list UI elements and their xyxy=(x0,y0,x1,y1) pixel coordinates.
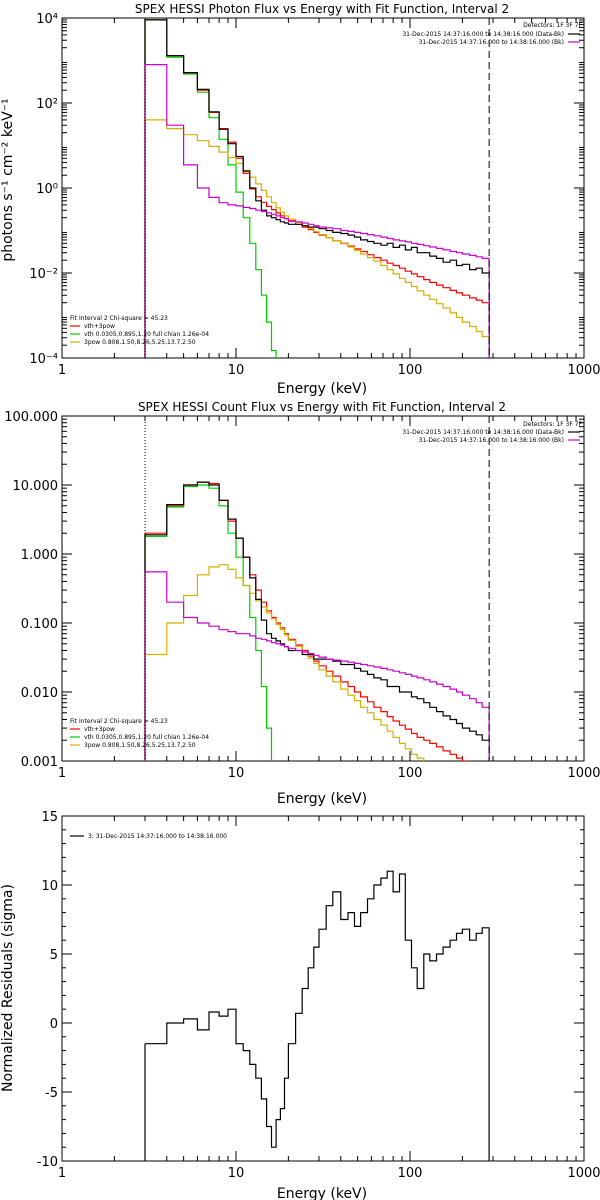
photon-data-area xyxy=(144,19,490,358)
photon-x-tick-label: 1000 xyxy=(567,363,600,378)
count-y-tick-label: 0.100 xyxy=(21,617,58,632)
photon-series-data-bk xyxy=(144,19,490,358)
residuals-y-tick-label: -10 xyxy=(37,1155,58,1170)
count-series-vth xyxy=(144,484,273,761)
count-legend-left-text: vth 0.0305,0.895,1.20 full chian 1.26e-0… xyxy=(84,734,209,741)
count-series-bk xyxy=(144,571,490,761)
residuals-x-tick-label: 1 xyxy=(58,1166,66,1181)
residuals-y-tick-label: 10 xyxy=(41,879,58,894)
residuals-y-tick-label: -5 xyxy=(45,1086,58,1101)
photon-y-tick-label: 10⁻⁴ xyxy=(29,352,58,367)
count-legend-right-text: 31-Dec-2015 14:37:16.000 to 14:38:16.000… xyxy=(419,437,564,444)
count-chart-title: SPEX HESSI Count Flux vs Energy with Fit… xyxy=(138,400,506,414)
count-y-tick-label: 0.001 xyxy=(21,755,58,770)
count-x-tick-label: 1 xyxy=(58,766,66,781)
count-y-tick-label: 10.000 xyxy=(13,479,59,494)
count-series-data-bk xyxy=(144,481,490,761)
count-legend-header: Fit Interval 2 Chi-square = 45.23 xyxy=(70,718,168,725)
photon-series-bk xyxy=(144,63,490,358)
count-y-tick-label: 100.000 xyxy=(4,410,58,425)
photon-legend-left-text: vth+3pow xyxy=(84,323,115,330)
residuals-y-axis-label: Normalized Residuals (sigma) xyxy=(0,884,16,1092)
count-plot-frame xyxy=(61,415,585,762)
count-legend-left-text: 3pow 0.808,1.50,8.26,5.25,13.7,2.50 xyxy=(84,742,196,749)
count-legend-left-text: vth+3pow xyxy=(84,726,115,733)
residuals-x-axis-label: Energy (keV) xyxy=(277,1186,367,1200)
count-x-tick-label: 1000 xyxy=(567,766,600,781)
residuals-x-tick-label: 100 xyxy=(398,1166,423,1181)
residuals-x-tick-label: 1000 xyxy=(567,1166,600,1181)
count-data-area xyxy=(144,481,490,761)
photon-x-tick-label: 10 xyxy=(228,363,245,378)
photon-legend-right-text: 31-Dec-2015 14:37:16.000 to 14:38:16.000… xyxy=(419,39,564,46)
count-x-axis-label: Energy (keV) xyxy=(277,791,367,807)
residuals-legend-header: 3: 31-Dec-2015 14:37:16.000 to 14:38:16.… xyxy=(88,833,227,840)
residuals-y-tick-label: 5 xyxy=(50,948,58,963)
count-legend-right-text: 31-Dec-2015 14:37:16.000 to 14:38:16.000… xyxy=(402,429,564,436)
photon-legend-header: Fit Interval 2 Chi-square = 45.23 xyxy=(70,315,168,322)
residuals-plot-frame xyxy=(61,815,585,1162)
residuals-x-tick-label: 10 xyxy=(228,1166,245,1181)
photon-x-tick-label: 100 xyxy=(398,363,423,378)
residuals-y-tick-label: 15 xyxy=(41,810,58,825)
residuals-panel: Energy (keV) Normalized Residuals (sigma… xyxy=(0,810,600,1200)
residuals-y-tick-label: 0 xyxy=(50,1017,58,1032)
photon-flux-panel: SPEX HESSI Photon Flux vs Energy with Fi… xyxy=(0,2,600,397)
photon-series-vth xyxy=(144,19,277,358)
photon-y-tick-label: 10⁻² xyxy=(29,267,58,282)
photon-x-axis-label: Energy (keV) xyxy=(277,381,367,397)
photon-x-tick-label: 1 xyxy=(58,363,66,378)
residuals-series-residuals xyxy=(145,870,490,1161)
photon-legend-left-text: vth 0.0305,0.895,1.20 full chian 1.26e-0… xyxy=(84,331,209,338)
photon-legend-right-text: 31-Dec-2015 14:37:16.000 to 14:38:16.000… xyxy=(402,31,564,38)
photon-y-axis-label: photons s⁻¹ cm⁻² keV⁻¹ xyxy=(0,98,16,261)
photon-detectors-label: Detectors: 1F 3F 7F xyxy=(523,22,582,29)
photon-y-tick-label: 10⁴ xyxy=(36,12,58,27)
count-flux-panel: SPEX HESSI Count Flux vs Energy with Fit… xyxy=(4,400,600,807)
photon-legend-left-text: 3pow 0.808,1.50,8.26,5.25,13.7,2.50 xyxy=(84,339,196,346)
photon-chart-title: SPEX HESSI Photon Flux vs Energy with Fi… xyxy=(135,2,509,16)
residuals-data-area xyxy=(144,870,490,1161)
count-y-tick-label: 1.000 xyxy=(21,548,58,563)
photon-y-tick-label: 10² xyxy=(36,97,58,112)
count-detectors-label: Detectors: 1F 3F 7F xyxy=(523,421,582,428)
count-series-3pow xyxy=(144,564,425,761)
count-x-tick-label: 100 xyxy=(398,766,423,781)
count-y-tick-label: 0.010 xyxy=(21,686,58,701)
photon-y-tick-label: 10⁰ xyxy=(36,182,58,197)
count-x-tick-label: 10 xyxy=(228,766,245,781)
